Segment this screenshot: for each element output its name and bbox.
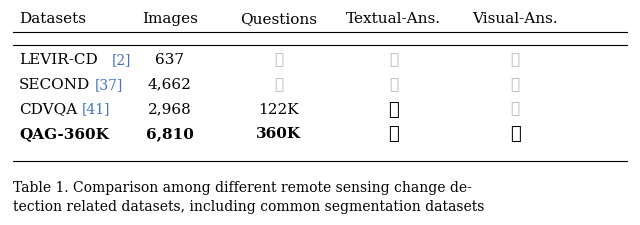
Text: ✗: ✗ xyxy=(274,53,283,67)
Text: QAG-360K: QAG-360K xyxy=(19,127,109,141)
Text: LEVIR-CD: LEVIR-CD xyxy=(19,53,98,67)
Text: 6,810: 6,810 xyxy=(146,127,193,141)
Text: [41]: [41] xyxy=(82,102,111,116)
Text: ✓: ✓ xyxy=(388,125,399,143)
Text: ✗: ✗ xyxy=(274,77,283,91)
Text: [37]: [37] xyxy=(95,77,123,91)
Text: 360K: 360K xyxy=(256,127,301,141)
Text: 2,968: 2,968 xyxy=(148,102,191,116)
Text: Questions: Questions xyxy=(240,12,317,26)
Text: ✗: ✗ xyxy=(511,102,520,116)
Text: 4,662: 4,662 xyxy=(148,77,191,91)
Text: 122K: 122K xyxy=(258,102,299,116)
Text: Visual-Ans.: Visual-Ans. xyxy=(472,12,558,26)
Text: SECOND: SECOND xyxy=(19,77,90,91)
Text: Table 1. Comparison among different remote sensing change de-
tection related da: Table 1. Comparison among different remo… xyxy=(13,180,484,213)
Text: Images: Images xyxy=(141,12,198,26)
Text: ✗: ✗ xyxy=(511,77,520,91)
Text: Textual-Ans.: Textual-Ans. xyxy=(346,12,441,26)
Text: Datasets: Datasets xyxy=(19,12,86,26)
Text: ✗: ✗ xyxy=(389,53,398,67)
Text: [2]: [2] xyxy=(112,53,131,67)
Text: ✓: ✓ xyxy=(510,125,520,143)
Text: ✗: ✗ xyxy=(389,77,398,91)
Text: ✓: ✓ xyxy=(388,100,399,118)
Text: CDVQA: CDVQA xyxy=(19,102,77,116)
Text: ✗: ✗ xyxy=(511,53,520,67)
Text: 637: 637 xyxy=(155,53,184,67)
